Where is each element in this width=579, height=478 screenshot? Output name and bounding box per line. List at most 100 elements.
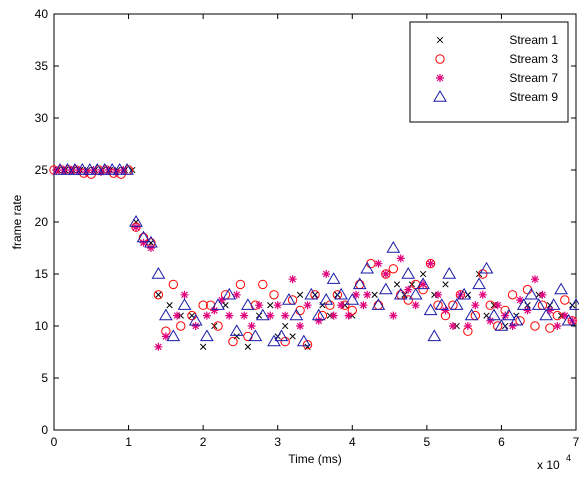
data-point [423,303,438,316]
data-point [344,311,353,320]
data-point [274,329,289,342]
x-tick-label: 0 [51,435,58,449]
data-point [464,308,479,321]
data-point [68,163,82,175]
data-point [222,302,229,309]
data-point [553,322,562,330]
data-point [388,264,398,274]
data-point [82,163,97,175]
data-point [311,308,326,321]
data-point [502,308,516,321]
data-point [60,163,75,175]
x-tick-label: 3 [274,435,281,449]
data-point [248,329,263,342]
data-point [288,275,297,284]
data-point [322,270,331,278]
data-point [303,301,312,310]
data-point [426,259,435,268]
data-point [75,163,90,175]
data-point [463,322,472,330]
data-point [334,287,348,300]
data-point [129,215,143,227]
legend-label: Stream 3 [509,52,558,66]
data-point [404,285,413,294]
data-point [545,323,555,333]
data-point [188,313,203,326]
x-exponent-label: x 10 [537,458,560,472]
y-tick-label: 0 [41,423,48,437]
x-tick-label: 7 [573,435,579,449]
data-point [561,313,576,326]
data-point [153,290,164,300]
x-tick-label: 5 [424,435,431,449]
data-point [352,277,367,290]
data-point [360,261,375,274]
data-point [516,298,531,310]
data-point [155,291,162,298]
legend-box [409,21,569,123]
legend-marker [436,36,444,44]
data-point [158,308,173,321]
data-point [217,296,226,304]
data-point [545,306,554,315]
legend-label: Stream 1 [509,33,558,47]
data-point [132,223,141,232]
data-point [449,298,464,310]
data-point [345,293,360,305]
data-point [266,311,275,320]
data-point [509,313,524,326]
data-point [378,282,393,295]
data-point [538,290,547,299]
data-point [296,322,305,330]
data-point [483,312,490,319]
x-tick-label: 6 [498,435,505,449]
data-point [569,298,579,310]
data-point [225,311,234,320]
data-point [289,308,304,321]
data-point [524,287,539,300]
data-point [371,298,386,310]
data-point [105,163,120,175]
data-point [419,270,427,278]
data-point [281,311,290,320]
data-point [296,334,311,347]
data-point [176,321,186,331]
data-point [258,279,268,290]
data-point [416,277,431,290]
data-point [337,301,346,310]
data-point [304,287,319,300]
data-point [296,291,304,298]
data-point [381,270,390,278]
x-tick-label: 2 [200,435,207,449]
data-point [131,222,141,232]
data-point [530,321,540,331]
data-point [247,322,256,330]
data-point [120,163,134,175]
data-point [173,311,182,320]
data-point [326,272,341,284]
data-point [427,329,442,342]
data-point [554,282,568,295]
data-point [177,298,192,310]
data-point [479,261,494,274]
data-point [213,321,223,331]
data-point [233,333,240,340]
data-point [419,280,428,289]
data-point [507,290,518,300]
data-marks [49,163,579,351]
data-point [493,301,502,310]
data-point [472,277,486,290]
data-point [560,311,569,320]
data-point [411,301,420,310]
data-point [539,308,554,321]
data-point [486,316,495,325]
data-point [329,311,338,320]
y-tick-label: 30 [35,111,49,125]
data-point [434,290,443,299]
data-point [319,293,334,305]
data-point [180,290,189,299]
data-point [359,301,368,310]
data-point [282,322,289,330]
data-point [530,275,539,284]
data-point [471,301,480,310]
